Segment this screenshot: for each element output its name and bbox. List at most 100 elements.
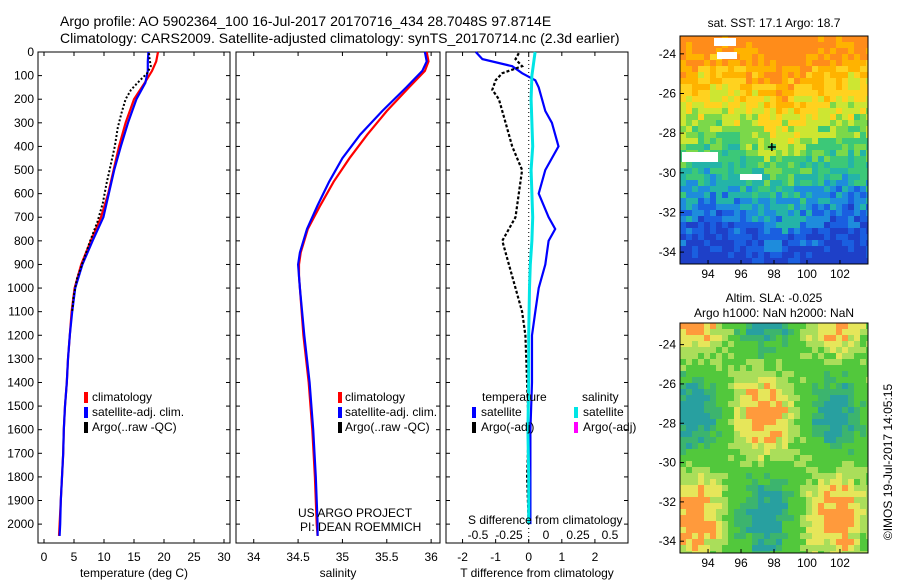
heatmap-cell xyxy=(752,198,758,204)
heatmap-cell xyxy=(698,168,704,174)
heatmap-cell xyxy=(722,132,728,138)
heatmap-cell xyxy=(776,461,782,467)
heatmap-cell xyxy=(770,527,776,533)
heatmap-cell xyxy=(686,401,692,407)
depth-tick-label: 500 xyxy=(14,163,34,177)
heatmap-cell xyxy=(734,42,740,48)
heatmap-cell xyxy=(842,437,848,443)
heatmap-cell xyxy=(728,509,734,515)
heatmap-cell xyxy=(848,479,854,485)
heatmap-cell xyxy=(830,551,836,553)
heatmap-cell xyxy=(680,60,686,66)
heatmap-cell xyxy=(764,473,770,479)
heatmap-cell xyxy=(758,72,764,78)
heatmap-cell xyxy=(776,329,782,335)
heatmap-cell xyxy=(824,341,830,347)
heatmap-cell xyxy=(764,521,770,527)
heatmap-cell xyxy=(860,479,866,485)
heatmap-cell xyxy=(716,78,722,84)
x-tick-label: -2 xyxy=(457,550,468,564)
heatmap-cell xyxy=(818,479,824,485)
heatmap-cell xyxy=(812,204,818,210)
heatmap-cell xyxy=(812,449,818,455)
heatmap-cell xyxy=(860,431,866,437)
heatmap-cell xyxy=(818,258,824,264)
heatmap-cell xyxy=(812,144,818,150)
heatmap-cell xyxy=(824,413,830,419)
heatmap-cell xyxy=(812,365,818,371)
heatmap-cell xyxy=(830,234,836,240)
heatmap-cell xyxy=(848,443,854,449)
heatmap-cell xyxy=(794,180,800,186)
heatmap-cell xyxy=(848,491,854,497)
heatmap-cell xyxy=(770,180,776,186)
heatmap-cell xyxy=(800,407,806,413)
heatmap-cell xyxy=(704,515,710,521)
heatmap-cell xyxy=(692,48,698,54)
heatmap-cell xyxy=(764,252,770,258)
heatmap-cell xyxy=(710,323,716,329)
heatmap-cell xyxy=(740,186,746,192)
heatmap-cell xyxy=(770,419,776,425)
heatmap-cell xyxy=(842,252,848,258)
heatmap-cell xyxy=(824,216,830,222)
heatmap-cell xyxy=(770,102,776,108)
heatmap-cell xyxy=(728,503,734,509)
legend-swatch xyxy=(338,392,342,403)
heatmap-cell xyxy=(848,120,854,126)
heatmap-cell xyxy=(818,102,824,108)
heatmap-cell xyxy=(854,329,860,335)
heatmap-cell xyxy=(848,533,854,539)
heatmap-cell xyxy=(818,377,824,383)
masked-area xyxy=(682,152,718,162)
heatmap-cell xyxy=(776,60,782,66)
heatmap-cell xyxy=(812,419,818,425)
heatmap-cell xyxy=(824,473,830,479)
heatmap-cell xyxy=(812,180,818,186)
heatmap-cell xyxy=(836,509,842,515)
heatmap-cell xyxy=(758,329,764,335)
heatmap-cell xyxy=(818,533,824,539)
heatmap-cell xyxy=(746,401,752,407)
heatmap-cell xyxy=(692,162,698,168)
heatmap-cell xyxy=(704,401,710,407)
heatmap-cell xyxy=(692,521,698,527)
heatmap-cell xyxy=(776,533,782,539)
heatmap-cell xyxy=(746,204,752,210)
heatmap-cell xyxy=(788,359,794,365)
heatmap-cell xyxy=(740,252,746,258)
heatmap-cell xyxy=(710,473,716,479)
heatmap-cell xyxy=(842,371,848,377)
heatmap-cell xyxy=(686,551,692,553)
heatmap-cell xyxy=(830,114,836,120)
heatmap-cell xyxy=(698,192,704,198)
heatmap-cell xyxy=(764,168,770,174)
heatmap-cell xyxy=(788,174,794,180)
heatmap-cell xyxy=(776,144,782,150)
heatmap-cell xyxy=(812,126,818,132)
heatmap-cell xyxy=(698,347,704,353)
heatmap-cell xyxy=(728,60,734,66)
heatmap-cell xyxy=(680,359,686,365)
heatmap-cell xyxy=(818,54,824,60)
heatmap-cell xyxy=(734,497,740,503)
heatmap-cell xyxy=(722,186,728,192)
heatmap-cell xyxy=(836,395,842,401)
heatmap-cell xyxy=(728,497,734,503)
heatmap-cell xyxy=(854,515,860,521)
heatmap-cell xyxy=(746,479,752,485)
heatmap-cell xyxy=(866,150,868,156)
heatmap-cell xyxy=(710,216,716,222)
heatmap-cell xyxy=(782,210,788,216)
heatmap-cell xyxy=(830,210,836,216)
heatmap-cell xyxy=(716,455,722,461)
heatmap-cell xyxy=(782,413,788,419)
heatmap-cell xyxy=(704,192,710,198)
heatmap-cell xyxy=(758,36,764,42)
legend-swatch xyxy=(84,422,88,433)
heatmap-cell xyxy=(698,144,704,150)
heatmap-cell xyxy=(860,126,866,132)
heatmap-cell xyxy=(728,533,734,539)
heatmap-cell xyxy=(836,527,842,533)
heatmap-cell xyxy=(818,485,824,491)
